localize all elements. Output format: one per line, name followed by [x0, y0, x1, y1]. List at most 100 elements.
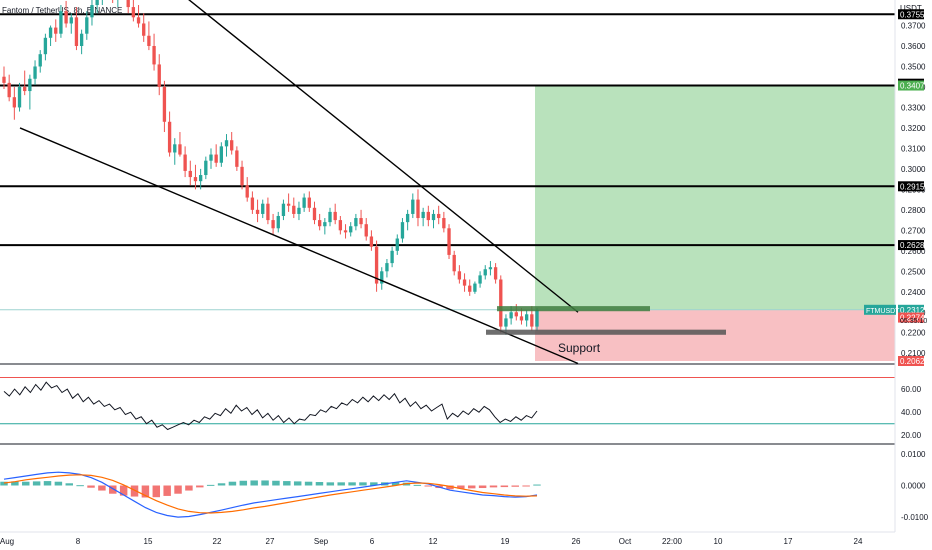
candle-body — [312, 207, 317, 221]
candle-body — [504, 318, 508, 327]
macd-histogram-bar — [130, 485, 139, 497]
macd-histogram-bar — [11, 481, 19, 486]
macd-histogram-bar — [283, 481, 291, 486]
candle-body — [390, 250, 394, 264]
price-label-box — [898, 181, 924, 192]
candle-body — [530, 314, 534, 327]
price-pane[interactable]: Support — [0, 0, 895, 365]
support-annotation: Support — [558, 341, 601, 355]
candle-body — [126, 0, 130, 8]
price-tick-label: 0.2500 — [901, 267, 926, 276]
price-tick-label: 0.3100 — [901, 144, 926, 153]
candle-body — [59, 11, 63, 34]
support-zones[interactable] — [486, 306, 726, 335]
candle-body — [17, 86, 22, 108]
long-position-zones[interactable] — [0, 85, 895, 361]
candle-body — [338, 220, 343, 231]
macd-histogram-bar — [196, 485, 204, 488]
candle-body — [524, 314, 529, 321]
candle-body — [343, 230, 348, 233]
macd-histogram-bar — [87, 485, 95, 488]
macd-histogram-bar — [468, 485, 476, 489]
zone-box — [497, 306, 650, 312]
candle-body — [354, 218, 358, 227]
candle-body — [437, 213, 441, 219]
macd-histogram-bar — [500, 485, 509, 488]
macd-histogram-bar — [98, 485, 106, 491]
time-axis[interactable]: Aug 8 15 22 27 Sep 6 12 19 26 Oct 22:00 10 17 24 — [0, 531, 895, 546]
candle-body — [2, 76, 6, 83]
price-label-text: 0.2312 — [900, 306, 925, 315]
candle-body — [204, 160, 208, 176]
price-tick-label: 0.2800 — [901, 206, 926, 215]
macd-histogram-bar — [391, 482, 400, 486]
target-zone — [535, 85, 895, 310]
candle-body — [286, 203, 291, 206]
candle-body — [442, 218, 446, 229]
macd-histogram-bar — [163, 485, 171, 496]
macd-histogram-bar — [43, 481, 52, 486]
macd-histogram-bar — [239, 480, 248, 486]
price-label-box — [898, 312, 924, 323]
macd-histogram-bar — [152, 485, 161, 498]
trendline — [19, 127, 579, 365]
candle-body — [509, 312, 513, 319]
candle-body — [447, 228, 451, 255]
candle-body — [271, 220, 275, 229]
currency-label: USDT — [900, 4, 922, 13]
macd-histogram-bar — [478, 485, 487, 489]
macd-histogram-bar — [0, 481, 8, 486]
wedge-trendlines[interactable] — [19, 0, 579, 365]
candle-body — [297, 207, 301, 214]
candle-body — [395, 238, 399, 251]
price-tick-label: 0.3600 — [901, 42, 926, 51]
candle-body — [261, 203, 265, 214]
candle-body — [90, 5, 94, 18]
candle-body — [224, 140, 229, 147]
zone-box — [486, 329, 726, 335]
macd-histogram-bar — [65, 483, 73, 486]
price-tick-label: 0.3500 — [901, 62, 926, 71]
candle-body — [183, 154, 187, 171]
price-tick-label: 0.3000 — [901, 165, 926, 174]
candle-body — [333, 211, 337, 221]
macd-pane[interactable] — [0, 443, 895, 518]
time-tick-label: Aug — [0, 537, 14, 546]
symbol-label: FTMUSDT — [866, 308, 900, 315]
candle-body — [85, 17, 89, 34]
rsi-tick-label: 60.00 — [901, 385, 922, 394]
time-tick-label: 24 — [854, 537, 863, 546]
macd-histogram-bar — [174, 485, 182, 494]
macd-histogram-bar — [359, 482, 367, 486]
candle-body — [400, 222, 405, 239]
macd-histogram-bar — [413, 484, 422, 486]
price-label-text: 0.2628 — [900, 241, 925, 250]
time-tick-label: 6 — [370, 537, 375, 546]
macd-histogram-bar — [457, 485, 465, 489]
candle-body — [493, 267, 498, 280]
macd-histogram-bar — [315, 482, 324, 486]
candle-body — [23, 86, 27, 92]
candle-body — [519, 316, 524, 321]
candle-body — [488, 267, 493, 270]
macd-histogram-bar — [185, 485, 193, 491]
candle-body — [152, 45, 156, 65]
candle-body — [48, 27, 53, 38]
horizontal-levels[interactable] — [0, 13, 895, 247]
macd-histogram-bar — [22, 481, 30, 486]
price-tick-label: 0.2100 — [901, 349, 926, 358]
rsi-tick-label: 40.00 — [901, 408, 922, 417]
price-label-box — [898, 356, 924, 366]
time-tick-label: 12 — [429, 537, 438, 546]
candle-body — [7, 82, 11, 98]
macd-histogram-bar — [489, 485, 498, 488]
candle-body — [281, 203, 286, 216]
macd-histogram-bar — [326, 482, 335, 486]
candle-body — [250, 197, 255, 210]
time-tick-label: Sep — [314, 537, 329, 546]
candle-body — [167, 121, 172, 153]
time-tick-label: 17 — [784, 537, 793, 546]
candle-body — [349, 226, 353, 233]
rsi-pane[interactable] — [0, 363, 895, 431]
